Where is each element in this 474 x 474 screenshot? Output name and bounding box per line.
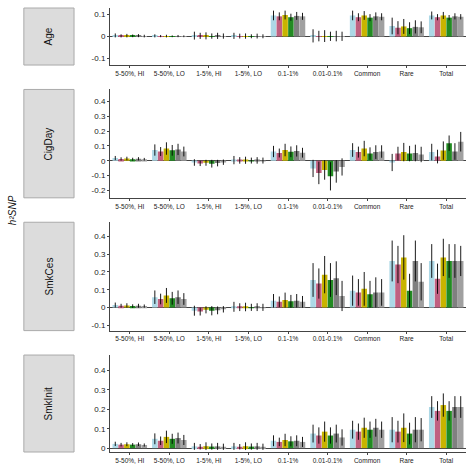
svg-text:Common: Common [354, 335, 381, 342]
svg-text:Total: Total [439, 203, 453, 210]
svg-text:1-5%, LO: 1-5%, LO [235, 457, 262, 464]
svg-text:0.1-1%: 0.1-1% [278, 203, 299, 210]
svg-text:Age: Age [43, 27, 54, 45]
svg-text:Rare: Rare [400, 203, 414, 210]
svg-text:5-50%, LO: 5-50%, LO [154, 203, 185, 210]
svg-text:Total: Total [439, 457, 453, 464]
svg-text:0: 0 [101, 444, 106, 453]
svg-text:Common: Common [354, 203, 381, 210]
svg-text:SmkCes: SmkCes [44, 258, 55, 296]
svg-text:Common: Common [354, 457, 381, 464]
svg-text:Total: Total [439, 70, 453, 77]
svg-text:0.01-0.1%: 0.01-0.1% [313, 70, 343, 77]
svg-text:5-50%, HI: 5-50%, HI [115, 335, 144, 342]
svg-text:-0.2: -0.2 [92, 186, 106, 195]
svg-text:0.4: 0.4 [94, 232, 106, 241]
svg-text:0.3: 0.3 [94, 386, 106, 395]
svg-text:0.01-0.1%: 0.01-0.1% [313, 457, 343, 464]
svg-text:0.3: 0.3 [94, 250, 106, 259]
svg-text:5-50%, LO: 5-50%, LO [154, 70, 185, 77]
svg-text:Rare: Rare [400, 457, 414, 464]
svg-text:0.1: 0.1 [94, 425, 106, 434]
svg-text:0.1-1%: 0.1-1% [278, 457, 299, 464]
svg-text:0.1: 0.1 [94, 142, 106, 151]
svg-text:5-50%, HI: 5-50%, HI [115, 203, 144, 210]
svg-text:h²SNP: h²SNP [7, 195, 18, 225]
svg-text:0.1-1%: 0.1-1% [278, 335, 299, 342]
svg-text:0.2: 0.2 [94, 127, 106, 136]
svg-text:CigDay: CigDay [43, 128, 54, 161]
svg-text:5-50%, LO: 5-50%, LO [154, 335, 185, 342]
svg-text:1-5%, HI: 1-5%, HI [196, 203, 221, 210]
svg-text:0.2: 0.2 [94, 405, 106, 414]
svg-text:1-5%, LO: 1-5%, LO [235, 70, 262, 77]
svg-text:-0.1: -0.1 [92, 54, 106, 63]
svg-text:SmkInit: SmkInit [43, 387, 54, 421]
svg-text:0.4: 0.4 [94, 366, 106, 375]
svg-text:Rare: Rare [400, 70, 414, 77]
svg-text:1-5%, LO: 1-5%, LO [235, 203, 262, 210]
svg-text:0.2: 0.2 [94, 268, 106, 277]
svg-text:1-5%, HI: 1-5%, HI [196, 70, 221, 77]
svg-text:-0.1: -0.1 [92, 171, 106, 180]
svg-text:0: 0 [101, 32, 106, 41]
svg-text:Common: Common [354, 70, 381, 77]
svg-text:0: 0 [101, 303, 106, 312]
svg-text:-0.1: -0.1 [92, 321, 106, 330]
svg-text:1-5%, HI: 1-5%, HI [196, 335, 221, 342]
svg-text:1-5%, HI: 1-5%, HI [196, 457, 221, 464]
svg-text:0: 0 [101, 157, 106, 166]
svg-text:1-5%, LO: 1-5%, LO [235, 335, 262, 342]
svg-text:0.1: 0.1 [94, 286, 106, 295]
svg-text:5-50%, LO: 5-50%, LO [154, 457, 185, 464]
svg-text:0.4: 0.4 [94, 97, 106, 106]
svg-text:0.1-1%: 0.1-1% [278, 70, 299, 77]
svg-text:0.01-0.1%: 0.01-0.1% [313, 335, 343, 342]
svg-text:5-50%, HI: 5-50%, HI [115, 457, 144, 464]
svg-text:Rare: Rare [400, 335, 414, 342]
svg-text:5-50%, HI: 5-50%, HI [115, 70, 144, 77]
svg-text:0.3: 0.3 [94, 112, 106, 121]
svg-text:0.1: 0.1 [94, 10, 106, 19]
svg-text:0.01-0.1%: 0.01-0.1% [313, 203, 343, 210]
svg-text:Total: Total [439, 335, 453, 342]
